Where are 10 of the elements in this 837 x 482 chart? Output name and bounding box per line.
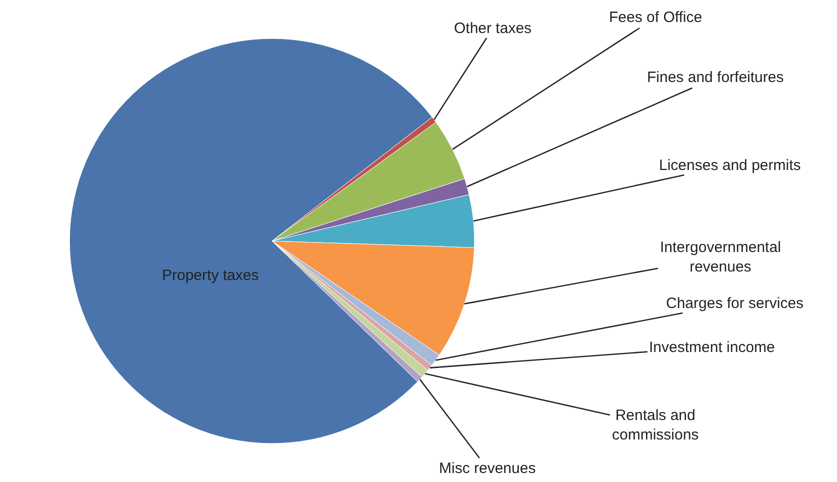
slice-label: Misc revenues — [439, 460, 536, 477]
slice-label: Rentals and commissions — [612, 407, 699, 444]
slice-label: Property taxes — [162, 267, 259, 284]
slice-label: Licenses and permits — [659, 157, 801, 174]
slice-label: Fines and forfeitures — [647, 69, 784, 86]
slice-label: Intergovernmental revenues — [660, 239, 781, 276]
slice-label: Fees of Office — [609, 9, 702, 26]
slice-label: Other taxes — [454, 20, 532, 37]
slice-label: Charges for services — [666, 295, 804, 312]
slice-label: Investment income — [649, 339, 775, 356]
